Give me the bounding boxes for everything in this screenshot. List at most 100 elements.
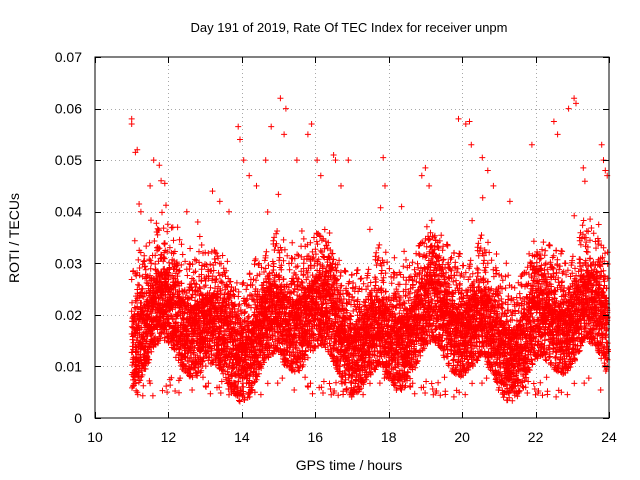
- data-point: [300, 235, 307, 242]
- data-point: [354, 266, 361, 273]
- data-point: [148, 330, 155, 337]
- data-point: [148, 336, 155, 343]
- data-point: [140, 382, 147, 389]
- data-point: [145, 359, 152, 366]
- data-point: [156, 227, 162, 234]
- data-point: [366, 226, 373, 233]
- data-point: [224, 258, 231, 265]
- data-point: [320, 390, 326, 396]
- data-point: [160, 225, 167, 232]
- data-point: [167, 312, 174, 319]
- data-point: [132, 380, 139, 387]
- data-point: [401, 248, 408, 255]
- data-point: [178, 261, 185, 268]
- data-point: [185, 369, 192, 376]
- data-point: [141, 257, 148, 264]
- data-point: [128, 276, 135, 283]
- data-point: [146, 356, 152, 363]
- data-point: [134, 391, 141, 398]
- data-point: [189, 374, 196, 381]
- data-point: [274, 228, 281, 234]
- data-point: [164, 389, 171, 396]
- data-point: [377, 204, 384, 211]
- data-point: [178, 280, 185, 287]
- data-point: [189, 261, 196, 268]
- data-point: [152, 252, 159, 259]
- data-point: [154, 340, 161, 347]
- data-point: [176, 389, 182, 396]
- data-point: [186, 266, 193, 272]
- data-point: [184, 272, 191, 279]
- data-point: [136, 272, 143, 279]
- data-point: [167, 382, 174, 389]
- data-point: [367, 380, 373, 387]
- data-point: [198, 242, 205, 248]
- data-point: [174, 328, 180, 335]
- data-point: [340, 391, 347, 398]
- data-point: [376, 241, 383, 248]
- data-point: [192, 268, 199, 275]
- data-points: [128, 95, 611, 405]
- data-point: [146, 256, 153, 263]
- data-point: [193, 281, 200, 288]
- data-point: [333, 267, 340, 274]
- data-point: [178, 241, 185, 248]
- data-point: [170, 237, 177, 244]
- data-point: [358, 275, 365, 282]
- data-point: [207, 390, 214, 397]
- data-point: [173, 319, 179, 326]
- data-point: [286, 266, 293, 273]
- data-point: [162, 275, 169, 282]
- data-point: [148, 217, 154, 224]
- data-point: [138, 289, 145, 296]
- data-point: [191, 256, 198, 263]
- data-point: [236, 397, 242, 404]
- data-point: [186, 373, 193, 380]
- data-point: [139, 371, 146, 378]
- data-point: [360, 391, 367, 398]
- data-point: [274, 380, 281, 387]
- data-point: [148, 348, 155, 355]
- data-point: [390, 274, 397, 281]
- data-point: [265, 262, 272, 269]
- data-point: [143, 243, 150, 250]
- data-point: [320, 378, 327, 385]
- data-point: [139, 392, 146, 399]
- data-point: [147, 380, 154, 387]
- data-point: [137, 377, 144, 384]
- data-point: [134, 303, 141, 310]
- data-point: [128, 308, 135, 315]
- data-point: [240, 279, 247, 286]
- data-point: [163, 202, 169, 209]
- data-point: [321, 226, 328, 233]
- data-point: [188, 281, 195, 288]
- data-point: [326, 380, 333, 387]
- data-point: [129, 333, 136, 340]
- data-point: [198, 367, 205, 374]
- data-point: [136, 282, 143, 289]
- data-point: [263, 248, 270, 255]
- data-point: [190, 277, 197, 284]
- data-point: [403, 256, 409, 263]
- data-point: [153, 220, 160, 227]
- data-point: [136, 265, 143, 271]
- data-point: [148, 260, 155, 267]
- data-point: [163, 280, 170, 287]
- data-point: [400, 263, 407, 270]
- data-point: [199, 262, 205, 269]
- data-point: [348, 271, 355, 278]
- data-point: [170, 290, 177, 297]
- data-point: [171, 293, 178, 300]
- data-point: [172, 388, 179, 394]
- data-point: [142, 263, 149, 270]
- data-point: [246, 313, 252, 320]
- data-point: [276, 254, 283, 261]
- data-point: [142, 266, 149, 273]
- data-point: [168, 286, 175, 292]
- data-point: [211, 256, 218, 262]
- data-point: [175, 278, 182, 285]
- data-point: [257, 391, 264, 398]
- data-point: [400, 274, 407, 281]
- data-point: [264, 380, 271, 387]
